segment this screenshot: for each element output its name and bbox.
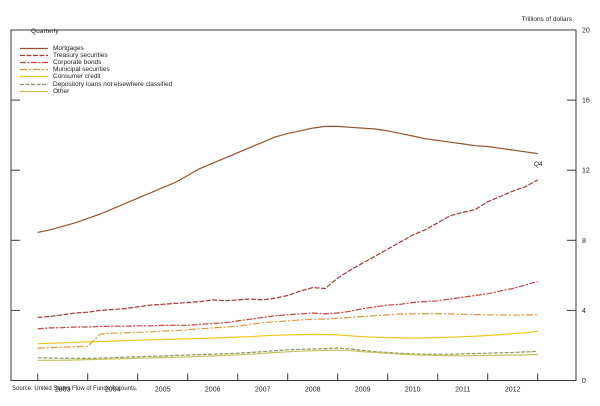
legend-swatch-line <box>20 62 48 64</box>
x-tick-label: 2006 <box>205 387 221 394</box>
x-tick-label: 2004 <box>105 387 121 394</box>
legend-item: Corporate bonds <box>20 59 172 66</box>
legend-item: Depository loans not elsewhere classifie… <box>20 80 173 88</box>
plot-frame <box>10 29 577 381</box>
legend-item: Consumer credit <box>20 73 172 80</box>
y-tick-label: 0 <box>582 378 586 385</box>
unit-label: Trillions of dollars <box>521 16 572 23</box>
y-tick-label: 8 <box>582 238 586 245</box>
series-line-other <box>37 349 538 361</box>
series-line-corporate-bonds <box>37 280 538 330</box>
x-tick-label: 2010 <box>405 387 421 394</box>
x-tick-label: 2008 <box>305 387 321 394</box>
legend-swatch-line <box>20 90 48 92</box>
y-tick-label: 16 <box>582 98 590 105</box>
x-tick-label: 2012 <box>505 387 521 394</box>
legend-item-label: Other <box>53 87 70 95</box>
legend-item-label: Municipal securities <box>53 66 110 74</box>
x-tick-label: 2005 <box>155 387 171 394</box>
legend-swatch-line <box>20 54 48 57</box>
legend-swatch-line <box>20 47 48 50</box>
x-tick-label: 2007 <box>255 387 271 394</box>
x-tick-label: 2009 <box>355 387 371 394</box>
legend-swatch-line <box>20 83 48 85</box>
legend-item: Other <box>20 88 172 95</box>
legend: Mortgages Treasury securities Corporate bo… <box>20 45 172 95</box>
legend-item-label: Depository loans not elsewhere classifie… <box>53 80 173 88</box>
frequency-label: Quarterly <box>31 28 59 35</box>
legend-swatch-line <box>20 76 48 78</box>
series-line-treasury-securities <box>37 179 538 318</box>
y-tick-label: 20 <box>582 28 590 35</box>
legend-swatch-line <box>20 69 48 71</box>
series-line-mortgages <box>37 125 538 233</box>
series-line-depository-loans-not-elsewhere-classified <box>37 347 538 359</box>
legend-item: Treasury securities <box>20 52 172 59</box>
x-tick-label: 2003 <box>55 387 71 394</box>
source-note: Source: United States Flow of Funds Acco… <box>12 386 138 392</box>
y-tick-label: 12 <box>582 168 590 175</box>
series-line-consumer-credit <box>37 330 538 345</box>
series-line-municipal-securities <box>37 313 538 349</box>
legend-item: Mortgages <box>20 45 172 52</box>
legend-item-label: Corporate bonds <box>53 59 102 67</box>
legend-item-label: Mortgages <box>53 45 84 53</box>
end-annotation: Q4 <box>534 161 543 168</box>
legend-item-label: Treasury securities <box>53 52 108 60</box>
legend-item-label: Consumer credit <box>53 73 101 81</box>
x-tick-label: 2011 <box>455 387 470 394</box>
y-tick-label: 4 <box>582 308 586 315</box>
legend-item: Municipal securities <box>20 66 172 73</box>
